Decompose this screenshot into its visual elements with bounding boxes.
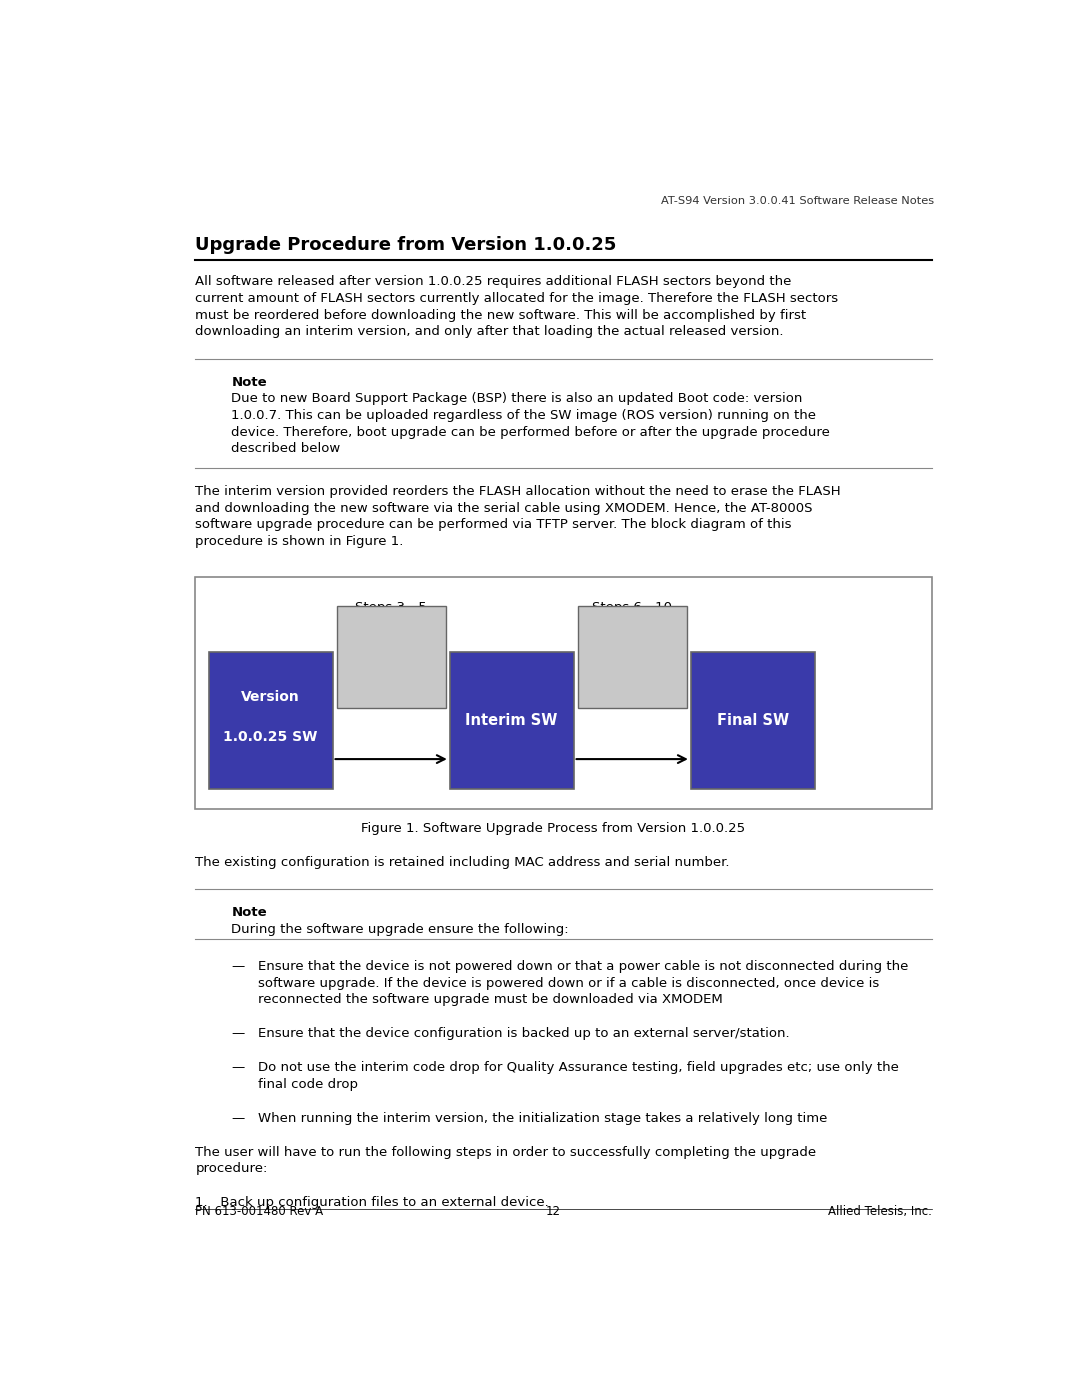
Text: current amount of FLASH sectors currently allocated for the image. Therefore the: current amount of FLASH sectors currentl… — [195, 292, 838, 305]
Text: Do not use the interim code drop for Quality Assurance testing, field upgrades e: Do not use the interim code drop for Qua… — [258, 1062, 899, 1074]
Text: described below: described below — [231, 443, 340, 455]
Text: Ensure that the device is not powered down or that a power cable is not disconne: Ensure that the device is not powered do… — [258, 960, 908, 974]
Text: SW Download: SW Download — [343, 622, 440, 634]
Text: The user will have to run the following steps in order to successfully completin: The user will have to run the following … — [195, 1146, 816, 1158]
Text: PN 613-001480 Rev A: PN 613-001480 Rev A — [195, 1204, 323, 1218]
Text: Interim SW: Interim SW — [465, 712, 558, 728]
Bar — [449, 651, 573, 789]
Text: TFTP + Reboot: TFTP + Reboot — [580, 679, 685, 692]
Text: Allied Telesis, Inc.: Allied Telesis, Inc. — [828, 1204, 932, 1218]
Text: final code drop: final code drop — [258, 1078, 359, 1091]
Text: The interim version provided reorders the FLASH allocation without the need to e: The interim version provided reorders th… — [195, 485, 841, 497]
Text: TFTP + Reboot: TFTP + Reboot — [339, 679, 443, 692]
Text: Note: Note — [231, 907, 267, 919]
Text: SW Download: SW Download — [584, 622, 680, 634]
Text: procedure:: procedure: — [195, 1162, 268, 1175]
Text: software upgrade procedure can be performed via TFTP server. The block diagram o: software upgrade procedure can be perfor… — [195, 518, 792, 531]
Text: Steps 6 - 10: Steps 6 - 10 — [592, 601, 672, 615]
Text: and downloading the new software via the serial cable using XMODEM. Hence, the A: and downloading the new software via the… — [195, 502, 813, 514]
Text: Version: Version — [241, 690, 300, 704]
Text: Figure 1. Software Upgrade Process from Version 1.0.0.25: Figure 1. Software Upgrade Process from … — [362, 821, 745, 834]
Text: 12: 12 — [546, 1204, 561, 1218]
Text: 1.0.0.25 SW: 1.0.0.25 SW — [224, 731, 318, 745]
Text: Final SW: Final SW — [717, 712, 788, 728]
Text: must be reordered before downloading the new software. This will be accomplished: must be reordered before downloading the… — [195, 309, 807, 321]
Text: via: via — [622, 651, 643, 664]
Text: The existing configuration is retained including MAC address and serial number.: The existing configuration is retained i… — [195, 855, 730, 869]
Text: Due to new Board Support Package (BSP) there is also an updated Boot code: versi: Due to new Board Support Package (BSP) t… — [231, 393, 802, 405]
Text: Ensure that the device configuration is backed up to an external server/station.: Ensure that the device configuration is … — [258, 1027, 789, 1041]
Text: When running the interim version, the initialization stage takes a relatively lo: When running the interim version, the in… — [258, 1112, 827, 1125]
Text: —: — — [231, 1027, 244, 1041]
Text: downloading an interim version, and only after that loading the actual released : downloading an interim version, and only… — [195, 326, 784, 338]
Text: Upgrade Procedure from Version 1.0.0.25: Upgrade Procedure from Version 1.0.0.25 — [195, 236, 617, 254]
Text: 1.   Back up configuration files to an external device.: 1. Back up configuration files to an ext… — [195, 1196, 549, 1210]
Text: device. Therefore, boot upgrade can be performed before or after the upgrade pro: device. Therefore, boot upgrade can be p… — [231, 426, 831, 439]
Bar — [195, 577, 932, 809]
Text: —: — — [231, 960, 244, 974]
Bar — [208, 651, 333, 789]
Text: All software released after version 1.0.0.25 requires additional FLASH sectors b: All software released after version 1.0.… — [195, 275, 792, 288]
Text: —: — — [231, 1112, 244, 1125]
Text: During the software upgrade ensure the following:: During the software upgrade ensure the f… — [231, 923, 569, 936]
Text: AT-S94 Version 3.0.0.41 Software Release Notes: AT-S94 Version 3.0.0.41 Software Release… — [661, 196, 934, 205]
Text: procedure is shown in Figure 1.: procedure is shown in Figure 1. — [195, 535, 404, 548]
Text: software upgrade. If the device is powered down or if a cable is disconnected, o: software upgrade. If the device is power… — [258, 977, 879, 989]
Text: —: — — [231, 1062, 244, 1074]
Text: via: via — [381, 651, 402, 664]
Bar — [691, 651, 814, 789]
Text: Steps 3 - 5: Steps 3 - 5 — [355, 601, 427, 615]
Bar — [337, 606, 446, 708]
Text: Note: Note — [231, 376, 267, 388]
Bar — [578, 606, 687, 708]
Text: 1.0.0.7. This can be uploaded regardless of the SW image (ROS version) running o: 1.0.0.7. This can be uploaded regardless… — [231, 409, 816, 422]
Text: reconnected the software upgrade must be downloaded via XMODEM: reconnected the software upgrade must be… — [258, 993, 723, 1006]
